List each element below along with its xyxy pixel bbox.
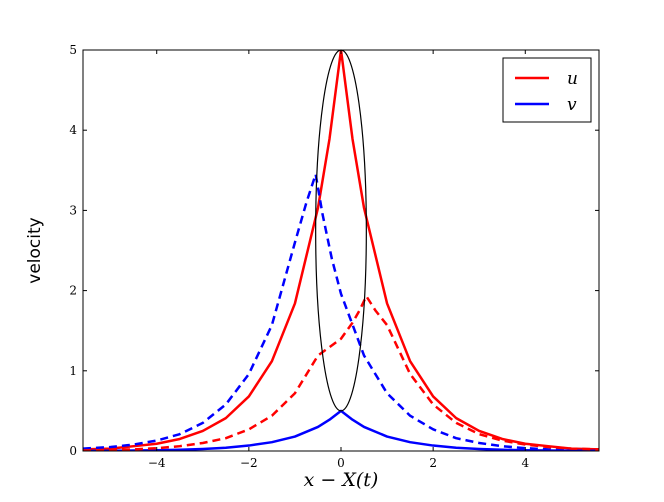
y-tick-label: 1 [69,364,77,378]
y-axis-label: velocity [25,217,45,283]
x-tick-label: −4 [148,456,166,470]
y-tick-label: 3 [69,203,77,217]
y-tick-label: 5 [69,43,77,57]
y-tick-label: 4 [69,123,77,137]
axis-ticks: −4 −2 0 2 4 0 1 2 3 4 5 [69,43,599,470]
series-line-dashed-2 [83,173,599,451]
y-tick-label: 0 [69,444,77,458]
x-tick-label: −2 [240,456,258,470]
x-axis-label: x − X(t) [304,469,379,491]
y-tick-label: 2 [69,284,77,298]
series-line-dashed-3 [83,294,599,451]
ellipse-annotation [315,49,367,412]
plot-area [83,49,599,451]
x-tick-label: 4 [521,456,529,470]
x-tick-label: 0 [337,456,345,470]
plot-frame [82,49,600,452]
x-tick-label: 2 [429,456,437,470]
legend-box [502,57,592,123]
legend-label-u: u [567,69,578,89]
series-line-u [83,50,599,451]
legend-label-v: v [567,95,577,115]
legend: u v [502,57,592,123]
